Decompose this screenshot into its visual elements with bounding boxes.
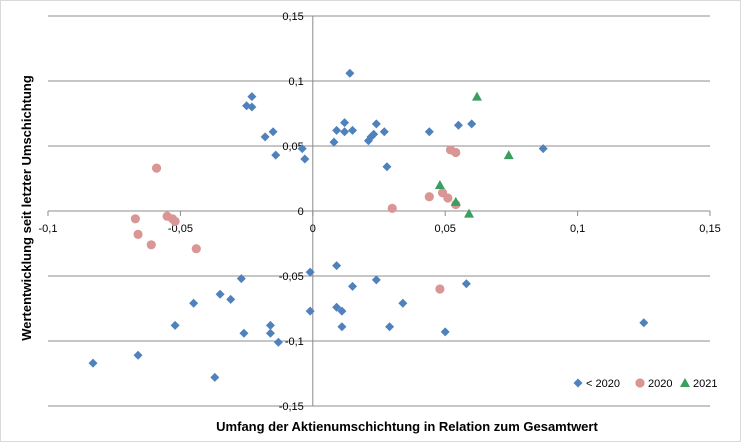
data-point-s1-0 [151, 163, 162, 173]
data-point-s2-4 [464, 208, 475, 218]
data-point-s2-0 [471, 91, 482, 101]
data-point-s0-6 [453, 120, 463, 130]
data-point-s0-41 [385, 322, 395, 332]
y-tick-label-4: -0,05 [279, 271, 304, 283]
data-point-s0-47 [88, 358, 98, 368]
data-point-s0-37 [639, 318, 649, 328]
data-point-s1-5 [170, 216, 180, 226]
data-point-s1-11 [443, 193, 453, 203]
data-point-s0-29 [461, 279, 471, 289]
data-point-s2-1 [503, 150, 514, 160]
data-point-s2-3 [450, 196, 461, 206]
legend: < 2020 2020 2021 [573, 378, 717, 390]
data-point-s0-12 [379, 127, 389, 137]
data-point-s0-43 [265, 328, 275, 338]
legend-label-2: 2021 [693, 378, 717, 390]
data-point-s0-34 [332, 302, 342, 312]
y-tick-label-1: 0,1 [289, 76, 304, 88]
y-tick-label-5: -0,1 [285, 336, 304, 348]
data-point-s0-20 [297, 144, 307, 154]
data-point-s0-21 [271, 150, 281, 160]
x-tick-label-4: 0,1 [570, 223, 585, 235]
data-point-s0-14 [268, 127, 278, 137]
data-point-s1-9 [424, 192, 434, 202]
x-tick-label-2: 0 [310, 223, 316, 235]
data-point-s1-2 [133, 229, 143, 239]
data-point-s0-10 [348, 125, 358, 135]
data-point-s0-23 [382, 162, 392, 172]
y-tick-label-2: 0,05 [282, 141, 303, 153]
data-point-s0-7 [467, 119, 477, 129]
data-point-s0-1 [247, 92, 257, 102]
x-axis-title: Umfang der Aktienumschichtung in Relatio… [216, 419, 598, 434]
data-point-s0-26 [371, 275, 381, 285]
y-axis-title: Wertentwicklung seit letzter Umschichtun… [19, 75, 34, 341]
data-point-s1-13 [451, 147, 461, 158]
data-point-s0-25 [332, 261, 342, 271]
data-point-s1-1 [130, 214, 140, 224]
tick-labels: -0,1 -0,05 0 0,05 0,1 0,15 0,15 0,1 0,05 0 -0,05 -0… [39, 11, 721, 413]
data-point-s0-15 [260, 132, 270, 142]
data-point-s0-42 [239, 328, 249, 338]
data-point-s0-22 [300, 154, 310, 164]
data-point-s0-8 [332, 125, 342, 135]
x-tick-label-0: -0,1 [39, 223, 58, 235]
legend-label-1: 2020 [648, 378, 672, 390]
x-tick-label-5: 0,15 [699, 223, 720, 235]
data-point-s0-36 [305, 306, 315, 316]
data-point-s2-2 [434, 180, 445, 189]
axes [47, 15, 711, 407]
data-point-s0-9 [340, 127, 350, 137]
data-point-s0-0 [345, 68, 355, 78]
y-tick-label-3: 0 [298, 206, 304, 218]
x-tick-label-3: 0,05 [434, 223, 455, 235]
data-points [88, 68, 649, 382]
y-tick-label-0: 0,15 [282, 11, 303, 23]
data-point-s0-30 [215, 289, 225, 299]
data-point-s0-32 [189, 298, 199, 308]
data-point-s0-4 [340, 118, 350, 128]
data-point-s1-8 [387, 203, 397, 213]
data-point-s0-16 [329, 137, 339, 147]
data-point-s0-13 [424, 127, 434, 137]
data-point-s0-45 [273, 337, 283, 347]
data-point-s0-46 [133, 350, 143, 360]
data-point-s0-40 [337, 322, 347, 332]
data-point-s0-27 [236, 274, 246, 284]
data-point-s1-6 [146, 240, 156, 250]
legend-marker-2 [680, 378, 690, 387]
legend-label-0: < 2020 [586, 378, 620, 390]
data-point-s0-35 [337, 306, 347, 316]
data-point-s0-39 [265, 320, 275, 330]
data-point-s1-15 [435, 284, 445, 294]
data-point-s0-18 [366, 132, 376, 142]
data-point-s0-5 [371, 119, 381, 129]
data-point-s1-7 [191, 244, 201, 254]
gridlines [48, 15, 710, 407]
legend-marker-1 [635, 378, 645, 388]
x-tick-label-1: -0,05 [168, 223, 193, 235]
data-point-s0-31 [226, 294, 236, 304]
legend-marker-0 [573, 378, 583, 388]
data-point-s0-38 [170, 320, 180, 330]
data-point-s0-24 [305, 267, 315, 277]
data-point-s0-3 [247, 102, 257, 112]
data-point-s0-19 [538, 144, 548, 154]
data-point-s0-28 [348, 281, 358, 291]
data-point-s0-33 [398, 298, 408, 308]
data-point-s0-48 [210, 372, 220, 382]
y-tick-label-6: -0,15 [279, 401, 304, 413]
data-point-s0-44 [440, 327, 450, 337]
